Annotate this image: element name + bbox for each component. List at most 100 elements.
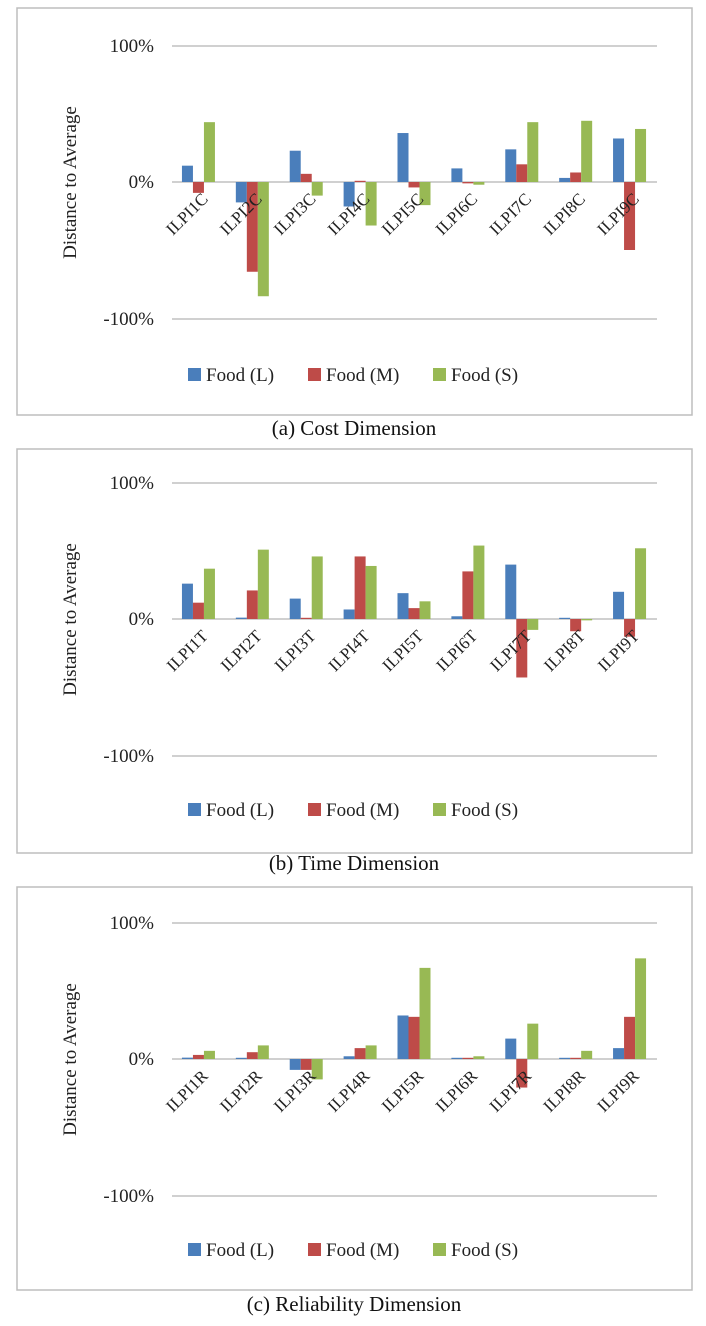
bar-ILPI5R-m	[408, 1016, 420, 1059]
legend-label: Food (M)	[326, 1240, 399, 1261]
bar-ILPI9C-l	[613, 138, 625, 182]
y-tick-label: 100%	[110, 36, 155, 57]
chart-frame	[16, 886, 693, 1291]
legend-label: Food (L)	[206, 800, 274, 821]
bar-ILPI5T-l	[397, 593, 409, 619]
bar-ILPI7R-s	[527, 1023, 539, 1059]
legend-label: Food (M)	[326, 800, 399, 821]
chart-panel-2: 100%0%-100%Distance to Average ILPI1T ILPI…	[16, 448, 693, 854]
y-tick-label: 0%	[129, 1049, 155, 1070]
bar-ILPI2C-l	[235, 182, 247, 203]
bar-ILPI1R-s	[203, 1050, 215, 1059]
bar-ILPI4R-l	[343, 1056, 355, 1059]
bar-ILPI9T-s	[635, 548, 647, 619]
y-tick-label: 100%	[110, 473, 155, 494]
y-tick-label: -100%	[103, 746, 154, 767]
legend-swatch	[308, 1243, 321, 1256]
bar-ILPI6C-m	[462, 182, 474, 184]
bar-ILPI6T-m	[462, 571, 474, 619]
bar-ILPI6R-l	[451, 1057, 463, 1059]
legend-swatch	[308, 368, 321, 381]
bar-ILPI3C-m	[300, 173, 312, 182]
bar-ILPI1T-l	[181, 583, 193, 619]
bar-ILPI9C-s	[635, 128, 647, 182]
bar-ILPI2R-s	[257, 1045, 269, 1059]
bar-ILPI8R-s	[581, 1050, 593, 1059]
y-tick-label: -100%	[103, 309, 154, 330]
bar-ILPI5C-l	[397, 133, 409, 182]
bar-ILPI8T-m	[570, 619, 582, 632]
bar-ILPI2T-s	[257, 549, 269, 619]
legend-label: Food (M)	[326, 365, 399, 386]
y-tick-label: 100%	[110, 913, 155, 934]
bar-ILPI4C-m	[354, 180, 366, 182]
bar-ILPI7C-m	[516, 164, 528, 182]
bar-ILPI6T-l	[451, 616, 463, 619]
legend-swatch	[188, 1243, 201, 1256]
bar-ILPI7R-l	[505, 1038, 517, 1059]
bar-ILPI3C-l	[289, 150, 301, 182]
bar-ILPI2R-m	[246, 1052, 258, 1059]
legend-swatch	[433, 368, 446, 381]
bar-ILPI3T-l	[289, 598, 301, 619]
chart-panel-1: 100%0%-100%Distance to Average ILPI1C ILPI…	[16, 7, 693, 416]
y-tick-label: 0%	[129, 609, 155, 630]
bar-ILPI7T-m	[516, 619, 528, 678]
bar-ILPI1C-l	[181, 165, 193, 182]
bar-ILPI2T-l	[235, 617, 247, 619]
bar-ILPI3T-s	[311, 556, 323, 619]
bar-ILPI7C-s	[527, 122, 539, 182]
bar-ILPI8C-l	[559, 177, 571, 182]
legend-swatch	[308, 803, 321, 816]
chart-frame	[16, 448, 693, 854]
chart-panel-3: 100%0%-100%Distance to Average ILPI1R ILPI…	[16, 886, 693, 1291]
bar-ILPI5C-m	[408, 182, 420, 188]
bar-ILPI6T-s	[473, 545, 485, 619]
bar-ILPI3R-s	[311, 1059, 323, 1080]
bar-ILPI1T-s	[203, 568, 215, 619]
bar-ILPI2C-m	[246, 182, 258, 272]
bar-ILPI5T-m	[408, 608, 420, 619]
bar-ILPI5R-l	[397, 1015, 409, 1059]
bar-ILPI1C-s	[203, 122, 215, 182]
bar-ILPI8C-m	[570, 172, 582, 182]
legend-swatch	[188, 368, 201, 381]
bar-ILPI8R-l	[559, 1057, 571, 1059]
bar-ILPI6R-s	[473, 1056, 485, 1059]
bar-ILPI9R-l	[613, 1048, 625, 1059]
bar-ILPI4T-s	[365, 565, 377, 619]
bar-ILPI7T-s	[527, 619, 539, 630]
bar-ILPI2T-m	[246, 590, 258, 619]
bar-ILPI3C-s	[311, 182, 323, 196]
bar-ILPI3R-l	[289, 1059, 301, 1070]
bar-ILPI4T-m	[354, 556, 366, 619]
bar-ILPI1R-l	[181, 1057, 193, 1059]
legend-label: Food (S)	[451, 800, 518, 821]
bar-ILPI2C-s	[257, 182, 269, 297]
bar-ILPI5R-s	[419, 967, 431, 1059]
bar-ILPI9C-m	[624, 182, 636, 250]
legend-swatch	[188, 803, 201, 816]
bar-ILPI9R-s	[635, 958, 647, 1059]
bar-ILPI8T-s	[581, 619, 593, 621]
bar-ILPI6R-m	[462, 1057, 474, 1059]
y-axis-label: Distance to Average	[60, 983, 81, 1136]
y-axis-label: Distance to Average	[60, 543, 81, 696]
bar-ILPI9T-m	[624, 619, 636, 637]
bar-ILPI5T-s	[419, 601, 431, 619]
bar-ILPI4R-s	[365, 1045, 377, 1059]
chart-caption: (a) Cost Dimension	[272, 416, 437, 440]
bar-ILPI5C-s	[419, 182, 431, 206]
y-tick-label: 0%	[129, 172, 155, 193]
bar-ILPI1C-m	[192, 182, 204, 193]
bar-ILPI7T-l	[505, 564, 517, 619]
bar-ILPI9R-m	[624, 1016, 636, 1059]
bar-ILPI1T-m	[192, 602, 204, 619]
bar-ILPI8C-s	[581, 120, 593, 182]
legend-swatch	[433, 803, 446, 816]
chart-caption: (b) Time Dimension	[269, 851, 440, 875]
chart-caption: (c) Reliability Dimension	[247, 1292, 462, 1316]
legend-label: Food (L)	[206, 365, 274, 386]
y-axis-label: Distance to Average	[60, 106, 81, 259]
